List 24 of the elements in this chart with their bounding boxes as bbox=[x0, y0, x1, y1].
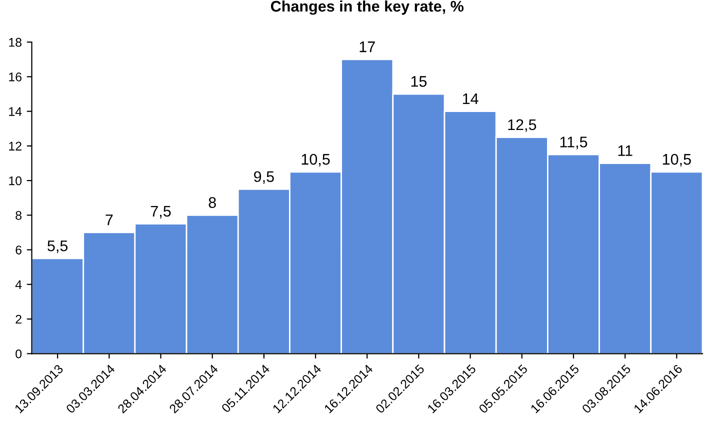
y-tick-label: 10 bbox=[9, 176, 22, 186]
data-label: 10,5 bbox=[302, 154, 330, 167]
data-label: 17 bbox=[360, 42, 375, 52]
data-label: 8 bbox=[208, 197, 216, 208]
y-tick-label: 8 bbox=[16, 210, 22, 220]
y-tick-label: 6 bbox=[16, 246, 22, 254]
y-tick-label: 16 bbox=[9, 72, 22, 82]
data-label: 9,5 bbox=[254, 171, 274, 184]
data-label: 11 bbox=[618, 145, 632, 156]
data-label: 12,5 bbox=[508, 119, 536, 132]
data-label: 7 bbox=[106, 214, 113, 226]
y-tick-label: 4 bbox=[15, 280, 22, 289]
data-label: 11,5 bbox=[560, 136, 588, 150]
y-tick-label: 12 bbox=[9, 142, 22, 150]
data-label: 14 bbox=[462, 93, 478, 104]
y-tick-label: 14 bbox=[9, 107, 22, 116]
chart-title: Changes in the key rate, % bbox=[270, 0, 464, 15]
y-tick-label: 2 bbox=[16, 314, 22, 324]
data-label: 15 bbox=[411, 76, 427, 87]
data-label: 5,5 bbox=[48, 240, 68, 254]
data-label: 7,5 bbox=[150, 206, 171, 218]
y-tick-label: 18 bbox=[9, 38, 22, 47]
y-tick-label: 0 bbox=[16, 349, 22, 358]
data-label: 10,5 bbox=[662, 154, 691, 167]
